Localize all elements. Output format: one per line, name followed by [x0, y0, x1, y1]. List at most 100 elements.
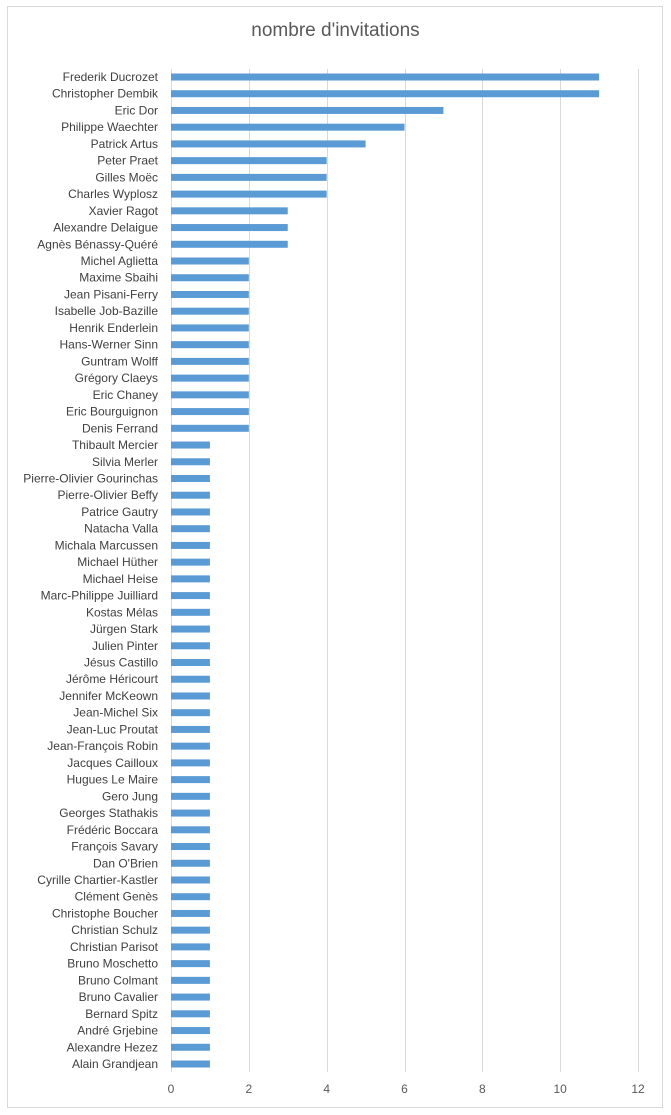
category-label: Georges Stathakis [59, 806, 158, 820]
category-label: Christian Schulz [71, 923, 158, 937]
bar [171, 843, 210, 851]
x-tick-label: 8 [479, 1082, 486, 1096]
bar [171, 190, 327, 198]
category-label: Jean-Michel Six [73, 706, 158, 720]
category-label: Frédéric Boccara [67, 823, 159, 837]
category-label: Alain Grandjean [72, 1057, 158, 1071]
bar [171, 207, 288, 215]
bar [171, 541, 210, 549]
category-label: Gero Jung [102, 789, 158, 803]
x-tick-label: 10 [553, 1082, 567, 1096]
bar [171, 491, 210, 499]
category-label: Clément Genès [75, 890, 158, 904]
category-label: Denis Ferrand [82, 421, 158, 435]
bar [171, 826, 210, 834]
bar [171, 408, 249, 416]
category-label: Isabelle Job-Bazille [55, 304, 159, 318]
category-label: Pierre-Olivier Beffy [58, 488, 158, 502]
category-label: Thibault Mercier [72, 438, 158, 452]
gridlines [171, 69, 639, 1072]
bar [171, 876, 210, 884]
bar [171, 642, 210, 650]
x-axis-ticks: 0 2 4 6 8 10 12 [168, 1082, 645, 1096]
bar [171, 224, 288, 232]
bar [171, 592, 210, 600]
bar [171, 725, 210, 733]
bar [171, 525, 210, 533]
category-label: Bernard Spitz [85, 1007, 158, 1021]
category-label: Alexandre Hezez [67, 1040, 158, 1054]
bar [171, 709, 210, 717]
chart-title: nombre d'invitations [251, 20, 420, 41]
bar [171, 424, 249, 432]
category-label: Julien Pinter [92, 639, 158, 653]
category-label: Bruno Colmant [78, 973, 159, 987]
category-label: Michel Aglietta [81, 254, 159, 268]
bar [171, 106, 444, 114]
category-label: Jean-François Robin [47, 739, 158, 753]
category-label: Henrik Enderlein [69, 321, 158, 335]
bars [171, 73, 600, 1068]
category-label: Silvia Merler [92, 455, 158, 469]
category-label: Patrick Artus [91, 137, 158, 151]
bar [171, 508, 210, 516]
category-label: Frederik Ducrozet [63, 70, 159, 84]
bar [171, 1043, 210, 1051]
bar [171, 742, 210, 750]
bar [171, 692, 210, 700]
bar [171, 240, 288, 248]
category-label: Charles Wyplosz [68, 187, 158, 201]
bar [171, 659, 210, 667]
bar [171, 1010, 210, 1018]
x-tick-label: 6 [401, 1082, 408, 1096]
bar [171, 943, 210, 951]
category-label: Guntram Wolff [81, 354, 159, 368]
bar [171, 374, 249, 382]
category-label: Jérôme Héricourt [66, 672, 159, 686]
category-label: Bruno Cavalier [79, 990, 158, 1004]
category-label: Michael Hüther [77, 555, 158, 569]
category-labels: Frederik Ducrozet Christopher Dembik Eric … [23, 70, 159, 1071]
category-label: Kostas Mélas [86, 605, 158, 619]
bar [171, 90, 600, 98]
bar [171, 909, 210, 917]
category-label: Gilles Moëc [95, 170, 158, 184]
bar [171, 976, 210, 984]
category-label: Xavier Ragot [89, 204, 159, 218]
category-label: Pierre-Olivier Gourinchas [23, 471, 158, 485]
bar [171, 558, 210, 566]
bar [171, 274, 249, 282]
category-label: Jean Pisani-Ferry [64, 287, 158, 301]
category-label: Michala Marcussen [55, 538, 158, 552]
bar [171, 73, 600, 81]
category-label: Alexandre Delaigue [53, 221, 158, 235]
category-label: Eric Dor [115, 103, 158, 117]
category-label: Christophe Boucher [52, 906, 158, 920]
category-label: Marc-Philippe Juilliard [41, 589, 158, 603]
bar [171, 675, 210, 683]
bar [171, 458, 210, 466]
bar [171, 173, 327, 181]
category-label: Dan O'Brien [93, 856, 158, 870]
category-label: Cyrille Chartier-Kastler [37, 873, 158, 887]
bar [171, 257, 249, 265]
bar [171, 608, 210, 616]
bar [171, 893, 210, 901]
category-label: Maxime Sbaihi [79, 271, 158, 285]
category-label: Natacha Valla [84, 522, 158, 536]
category-label: Jürgen Stark [90, 622, 159, 636]
category-label: Bruno Moschetto [67, 957, 158, 971]
bar [171, 357, 249, 365]
category-label: Jésus Castillo [84, 656, 158, 670]
bar [171, 1027, 210, 1035]
category-label: Jennifer McKeown [59, 689, 158, 703]
bar [171, 441, 210, 449]
category-label: Eric Chaney [93, 388, 158, 402]
category-label: Christopher Dembik [52, 87, 159, 101]
category-label: Hugues Le Maire [67, 773, 159, 787]
x-tick-label: 2 [245, 1082, 252, 1096]
bar [171, 1060, 210, 1068]
category-label: Jacques Cailloux [67, 756, 158, 770]
category-label: Grégory Claeys [75, 371, 158, 385]
